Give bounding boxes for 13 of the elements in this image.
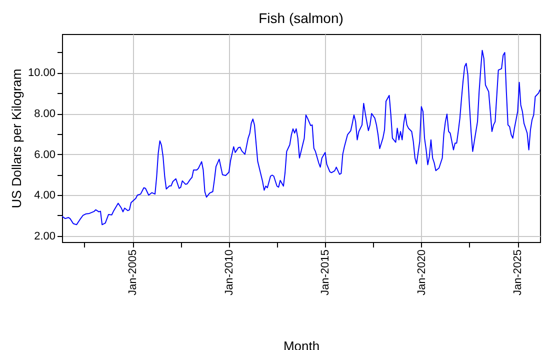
y-tick-label: 4.00: [34, 190, 56, 202]
x-tick-label: Jan-2010: [223, 250, 236, 296]
y-tick-label: 2.00: [34, 230, 56, 242]
line-series: [62, 50, 540, 226]
y-tick-label: 10.00: [28, 67, 56, 80]
x-tick-label: Jan-2025: [512, 250, 524, 296]
y-axis-title: US Dollars per Kilogram: [8, 68, 24, 208]
chart-title: Fish (salmon): [258, 10, 344, 26]
x-tick-label: Jan-2005: [127, 250, 140, 296]
x-tick-label: Jan-2015: [320, 250, 332, 296]
x-tick-label: Jan-2020: [416, 250, 428, 296]
y-tick-label: 8.00: [34, 108, 56, 120]
y-tick-label: 6.00: [34, 148, 56, 161]
